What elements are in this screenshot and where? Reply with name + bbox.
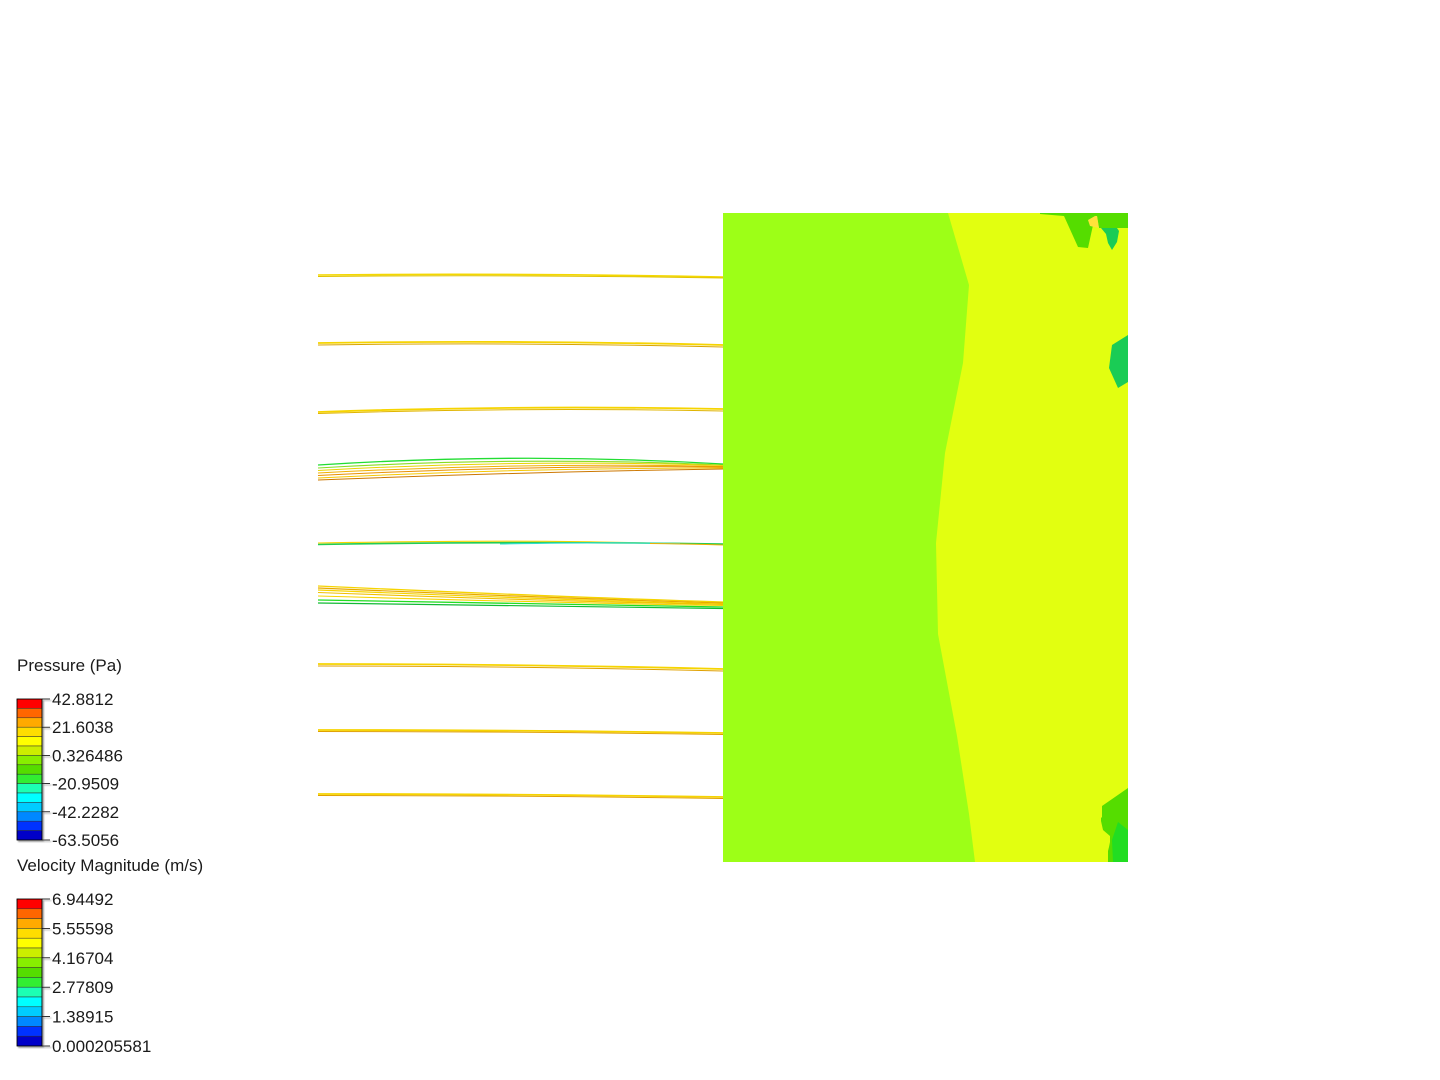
svg-text:-63.5056: -63.5056 bbox=[52, 831, 119, 850]
svg-text:6.94492: 6.94492 bbox=[52, 890, 113, 909]
svg-text:5.55598: 5.55598 bbox=[52, 919, 113, 938]
svg-text:4.16704: 4.16704 bbox=[52, 949, 113, 968]
svg-text:2.77809: 2.77809 bbox=[52, 978, 113, 997]
svg-text:1.38915: 1.38915 bbox=[52, 1008, 113, 1027]
svg-text:42.8812: 42.8812 bbox=[52, 690, 113, 709]
svg-text:-20.9509: -20.9509 bbox=[52, 775, 119, 794]
svg-text:21.6038: 21.6038 bbox=[52, 718, 113, 737]
svg-text:Pressure (Pa): Pressure (Pa) bbox=[17, 656, 122, 675]
svg-text:-42.2282: -42.2282 bbox=[52, 803, 119, 822]
svg-text:Velocity Magnitude (m/s): Velocity Magnitude (m/s) bbox=[17, 856, 203, 875]
svg-text:0.000205581: 0.000205581 bbox=[52, 1037, 151, 1056]
svg-text:0.326486: 0.326486 bbox=[52, 746, 123, 765]
